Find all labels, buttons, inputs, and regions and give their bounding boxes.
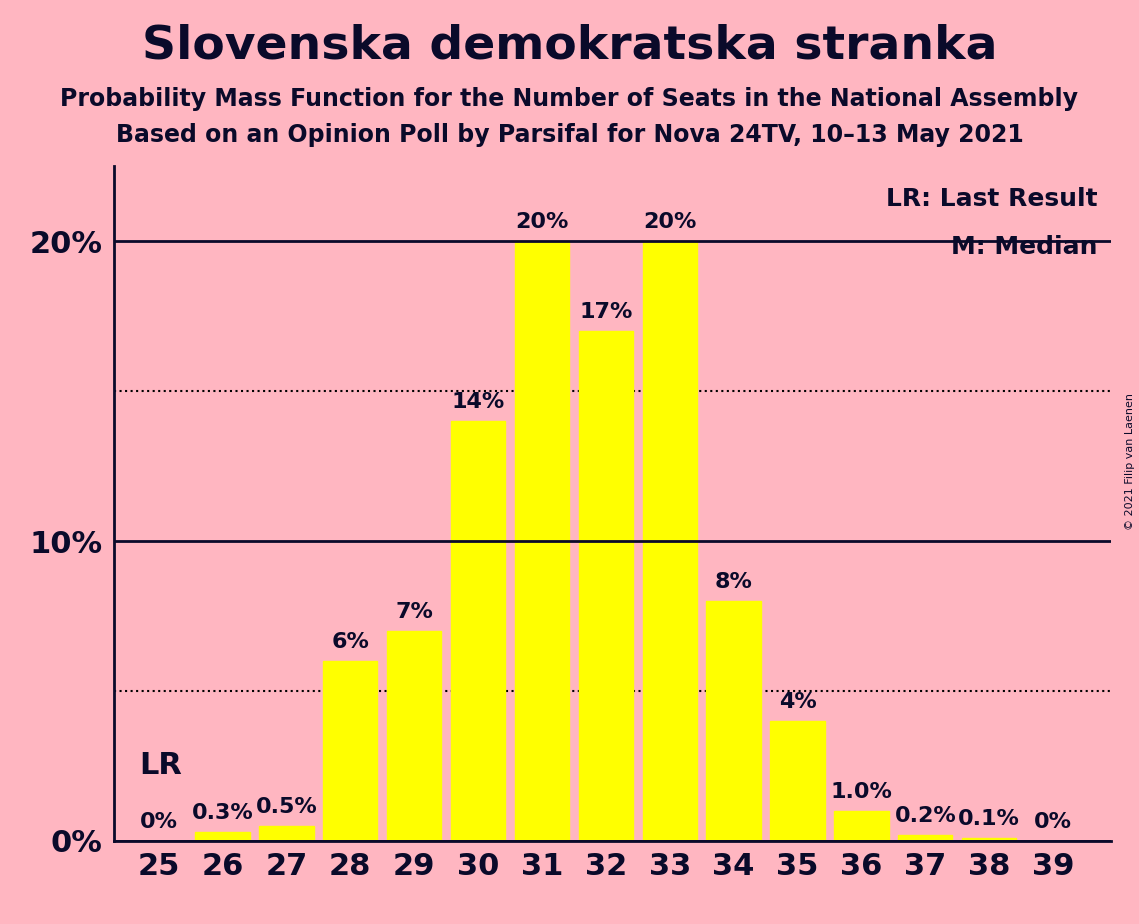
Bar — [451, 421, 506, 841]
Text: 20%: 20% — [644, 213, 696, 232]
Bar — [706, 601, 761, 841]
Text: 0.1%: 0.1% — [958, 808, 1021, 829]
Text: 20%: 20% — [515, 213, 568, 232]
Bar — [834, 811, 888, 841]
Text: 14%: 14% — [451, 392, 505, 412]
Text: 0%: 0% — [1034, 812, 1072, 832]
Text: 7%: 7% — [395, 602, 433, 622]
Text: M: M — [588, 569, 624, 603]
Bar — [515, 241, 570, 841]
Bar — [387, 631, 441, 841]
Bar — [770, 721, 825, 841]
Text: 0.2%: 0.2% — [894, 806, 956, 826]
Text: 1.0%: 1.0% — [830, 782, 892, 802]
Text: Based on an Opinion Poll by Parsifal for Nova 24TV, 10–13 May 2021: Based on an Opinion Poll by Parsifal for… — [116, 123, 1023, 147]
Text: Probability Mass Function for the Number of Seats in the National Assembly: Probability Mass Function for the Number… — [60, 87, 1079, 111]
Bar — [899, 835, 952, 841]
Text: © 2021 Filip van Laenen: © 2021 Filip van Laenen — [1125, 394, 1134, 530]
Text: Slovenska demokratska stranka: Slovenska demokratska stranka — [141, 23, 998, 68]
Bar — [260, 826, 313, 841]
Text: 6%: 6% — [331, 632, 369, 652]
Text: LR: LR — [139, 751, 182, 781]
Text: 8%: 8% — [714, 572, 753, 592]
Bar — [196, 832, 249, 841]
Text: 0.3%: 0.3% — [191, 803, 253, 823]
Bar — [962, 838, 1016, 841]
Text: 0.5%: 0.5% — [255, 796, 318, 817]
Bar — [323, 661, 377, 841]
Text: 0%: 0% — [140, 812, 178, 832]
Text: 4%: 4% — [779, 692, 817, 711]
Text: M: Median: M: Median — [951, 236, 1098, 260]
Bar — [642, 241, 697, 841]
Text: 17%: 17% — [579, 302, 632, 322]
Text: LR: Last Result: LR: Last Result — [886, 188, 1098, 212]
Bar — [579, 331, 633, 841]
